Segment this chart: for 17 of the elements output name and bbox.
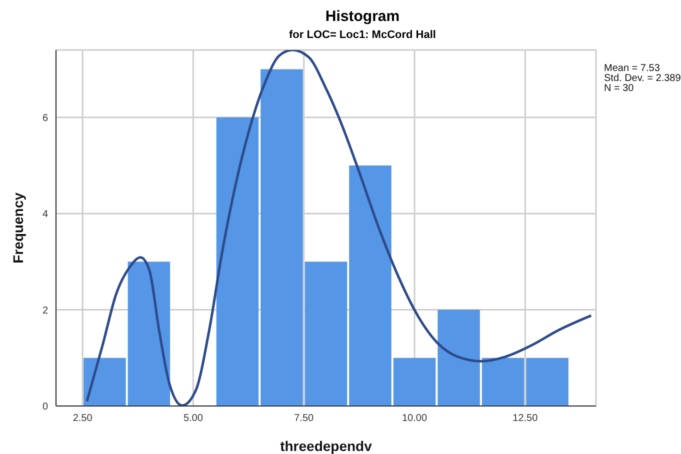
line-series (86, 50, 592, 406)
chart-title: Histogram (324, 8, 401, 25)
x-tick-label: 7.50 (294, 413, 314, 424)
x-tick-label: 2.50 (72, 413, 93, 424)
x-tick-label: 10.00 (402, 413, 428, 424)
x-tick-label: 5.00 (183, 413, 204, 424)
y-tick-label: 6 (42, 112, 48, 124)
y-tick-label: 0 (42, 402, 48, 413)
text: N = 30 (604, 83, 635, 94)
y-tick-label: 2 (42, 305, 48, 316)
x-axis-title: threedependv (280, 438, 372, 454)
y-tick-label: 4 (42, 209, 48, 220)
chart-subtitle: for LOC= Loc1: McCord Hall (288, 29, 437, 41)
y-axis-title: Frequency (10, 192, 26, 264)
text: Std. Dev. = 2.389 (604, 73, 681, 84)
x-tick-label: 12.50 (512, 413, 538, 424)
text: Mean = 7.53 (604, 63, 661, 74)
